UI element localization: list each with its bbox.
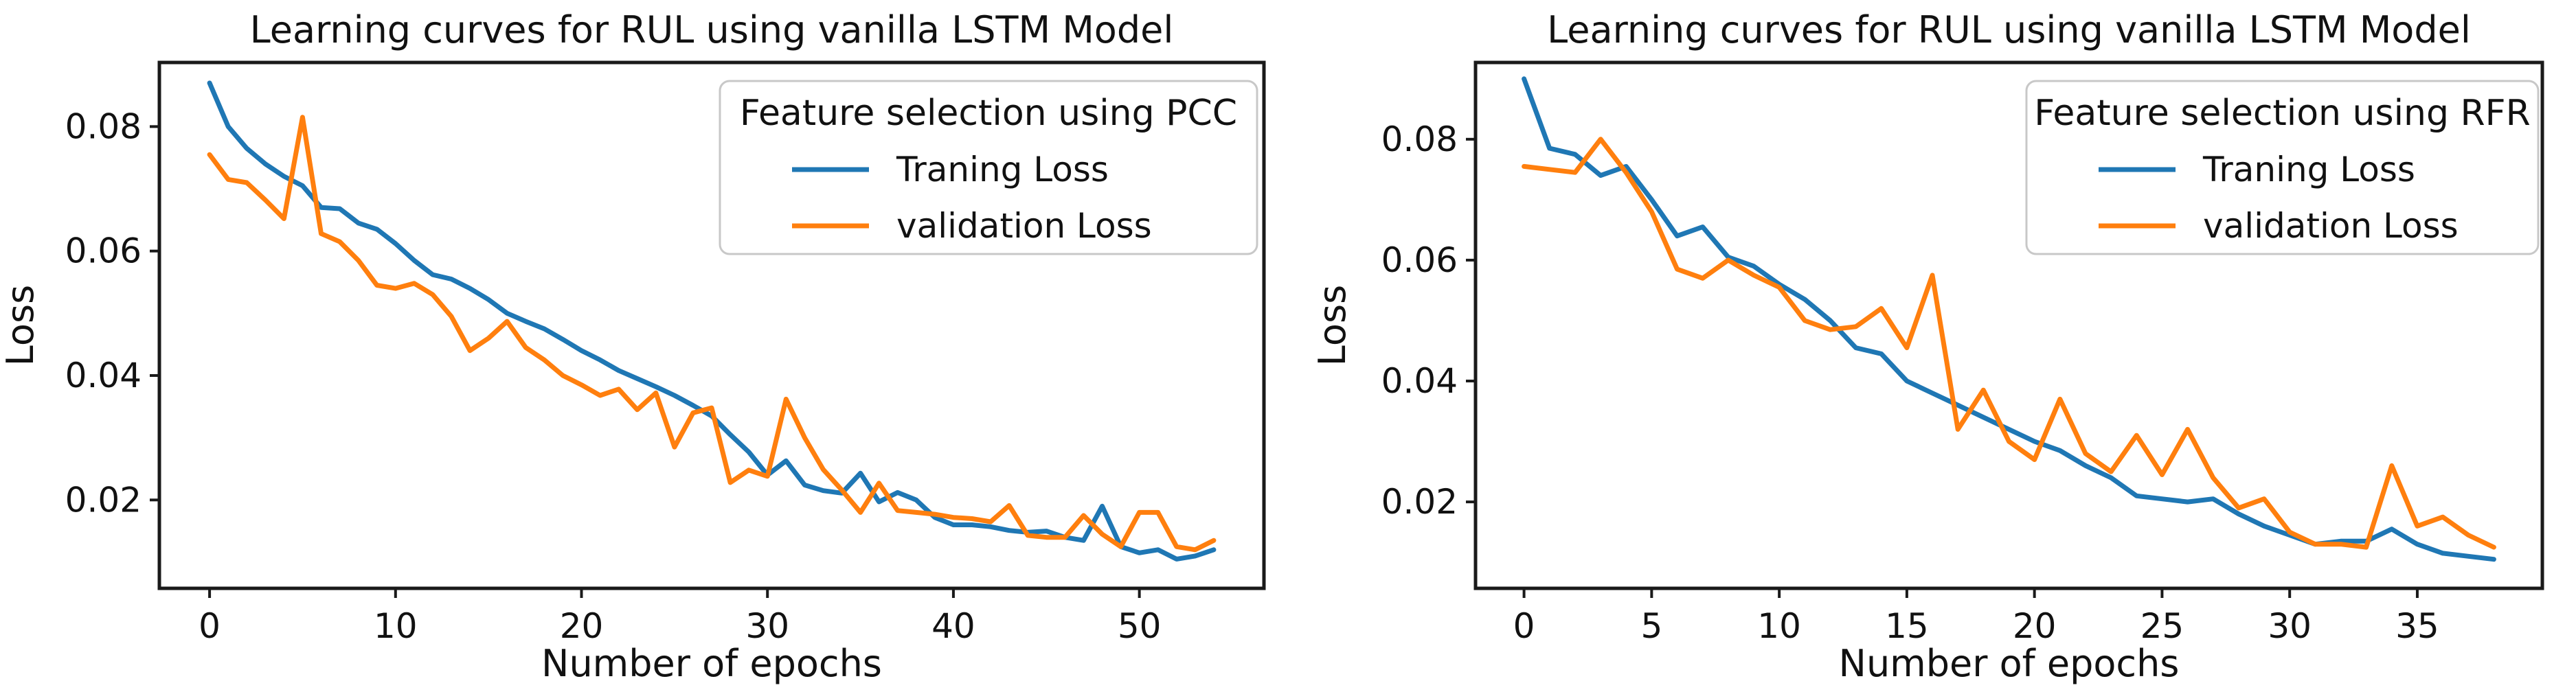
legend: Feature selection using RFR Traning Loss v… (2025, 80, 2540, 255)
legend-box (719, 80, 1258, 255)
y-tick-label: 0.06 (65, 231, 142, 271)
y-tick-label: 0.02 (65, 480, 142, 520)
y-axis-label: Loss (0, 285, 42, 366)
x-tick-label: 25 (2140, 606, 2184, 646)
x-tick-label: 10 (1757, 606, 1801, 646)
x-tick-label: 20 (2013, 606, 2057, 646)
x-tick-label: 30 (2268, 606, 2312, 646)
x-axis-label: Number of epochs (1839, 642, 2180, 685)
y-tick-label: 0.04 (1381, 361, 1458, 401)
x-tick-label: 20 (560, 606, 604, 646)
legend-box (2025, 80, 2540, 255)
y-tick-label: 0.04 (65, 356, 142, 395)
x-tick-label: 50 (1118, 606, 1162, 646)
x-tick-label: 5 (1640, 606, 1662, 646)
y-tick-label: 0.02 (1381, 482, 1458, 522)
legend-validation-loss-label: validation Loss (896, 206, 1152, 246)
x-tick-label: 0 (199, 606, 221, 646)
legend-training-loss-label: Traning Loss (2202, 150, 2415, 189)
x-axis-label: Number of epochs (541, 642, 882, 685)
y-axis-label: Loss (1311, 285, 1354, 366)
legend-title: Feature selection using RFR (2034, 93, 2530, 134)
y-tick-label: 0.06 (1381, 240, 1458, 280)
y-tick-label: 0.08 (65, 106, 142, 146)
chart-title: Learning curves for RUL using vanilla LS… (1547, 8, 2471, 51)
legend-title: Feature selection using PCC (740, 93, 1237, 134)
x-tick-label: 0 (1513, 606, 1535, 646)
legend-training-loss-label: Traning Loss (896, 150, 1109, 189)
x-tick-label: 30 (745, 606, 789, 646)
chart-title: Learning curves for RUL using vanilla LS… (250, 8, 1174, 51)
validation-loss-line (207, 115, 1217, 553)
chart-rfr: Learning curves for RUL using vanilla LS… (1311, 8, 2544, 685)
plot-border (1473, 60, 2544, 590)
legend: Feature selection using PCC Traning Loss v… (719, 80, 1258, 255)
chart-pcc: Learning curves for RUL using vanilla LS… (0, 8, 1266, 685)
x-tick-label: 40 (931, 606, 975, 646)
y-tick-label: 0.08 (1381, 119, 1458, 159)
x-tick-label: 10 (374, 606, 418, 646)
validation-loss-line (1522, 137, 2496, 550)
legend-validation-loss-label: validation Loss (2203, 206, 2459, 246)
plot-border (157, 60, 1266, 590)
x-tick-label: 15 (1885, 606, 1929, 646)
x-tick-label: 35 (2395, 606, 2439, 646)
